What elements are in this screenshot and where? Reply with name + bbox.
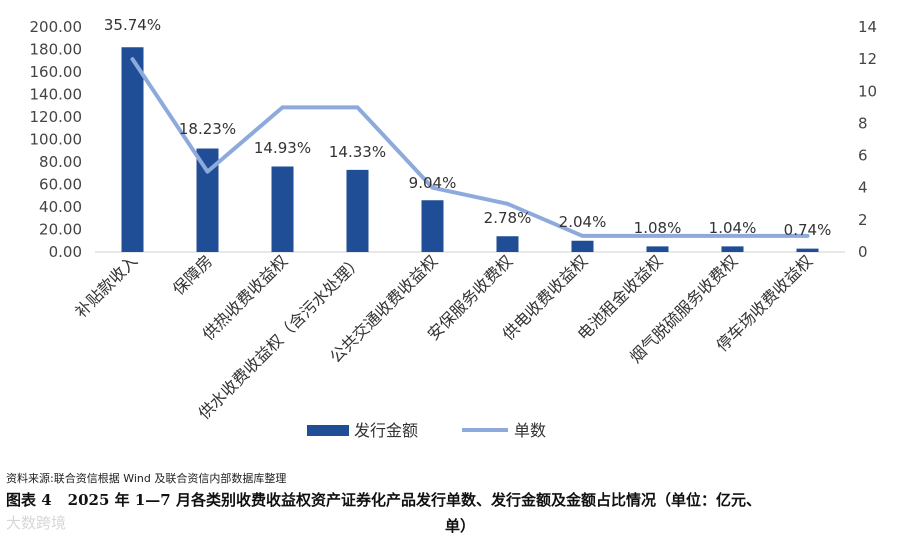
y-left-tick-label: 80.00 (39, 153, 82, 171)
legend-swatch-bar (307, 425, 349, 436)
bar (346, 169, 369, 252)
y-right-tick-label: 10 (858, 82, 877, 100)
bar (721, 246, 744, 252)
bar-data-label: 2.78% (484, 209, 532, 227)
bar-data-label: 0.74% (784, 221, 832, 239)
y-left-tick-label: 160.00 (30, 63, 83, 81)
bar (196, 148, 219, 252)
y-left-tick-label: 120.00 (30, 108, 83, 126)
bar-data-label: 35.74% (104, 16, 161, 34)
bar (646, 246, 669, 252)
y-left-tick-label: 20.00 (39, 221, 82, 239)
x-tick-label: 供水收费收益权（含污水处理） (194, 251, 366, 423)
figure-caption: 图表 4 2025 年 1—7 月各类别收费收益权资产证券化产品发行单数、发行金额… (6, 487, 894, 539)
bar-data-label: 9.04% (409, 174, 457, 192)
y-left-tick-label: 0.00 (49, 243, 82, 261)
caption-line-1: 2025 年 1—7 月各类别收费收益权资产证券化产品发行单数、发行金额及金额占… (67, 491, 761, 509)
source-note: 资料来源:联合资信根据 Wind 及联合资信内部数据库整理 (6, 472, 287, 485)
bar (496, 236, 519, 252)
bar-data-label: 14.93% (254, 139, 311, 157)
bar-data-label: 18.23% (179, 120, 236, 138)
y-right-tick-label: 12 (858, 50, 877, 68)
y-left-tick-label: 140.00 (30, 86, 83, 104)
bar-data-label: 1.08% (634, 219, 682, 237)
caption-line-2: 单） (444, 517, 475, 535)
x-tick-label: 保障房 (169, 251, 216, 298)
y-right-tick-label: 2 (858, 211, 868, 229)
watermark: 大数跨境 (6, 514, 67, 532)
bar (796, 248, 819, 252)
bar (571, 240, 594, 252)
caption-label: 图表 4 (6, 491, 52, 509)
y-right-tick-label: 8 (858, 114, 868, 132)
series-line-count (130, 57, 810, 238)
x-tick-label: 补贴款收入 (71, 251, 141, 321)
y-left-tick-label: 200.00 (30, 18, 83, 36)
bar (271, 166, 294, 252)
y-right-tick-label: 0 (858, 243, 868, 261)
bar (121, 47, 144, 252)
legend-label-line: 单数 (514, 421, 546, 440)
y-left-tick-label: 180.00 (30, 41, 83, 59)
y-right-tick-label: 6 (858, 147, 868, 165)
bar-data-label: 1.04% (709, 219, 757, 237)
chart: 0.0020.0040.0060.0080.00100.00120.00140.… (30, 16, 878, 440)
y-left-tick-label: 40.00 (39, 198, 82, 216)
bar (421, 200, 444, 252)
y-right-tick-label: 4 (858, 179, 868, 197)
y-left-tick-label: 100.00 (30, 131, 83, 149)
y-left-tick-label: 60.00 (39, 176, 82, 194)
bar-data-label: 2.04% (559, 213, 607, 231)
legend-label-bar: 发行金额 (354, 421, 418, 440)
y-right-tick-label: 14 (858, 18, 877, 36)
bar-data-label: 14.33% (329, 143, 386, 161)
